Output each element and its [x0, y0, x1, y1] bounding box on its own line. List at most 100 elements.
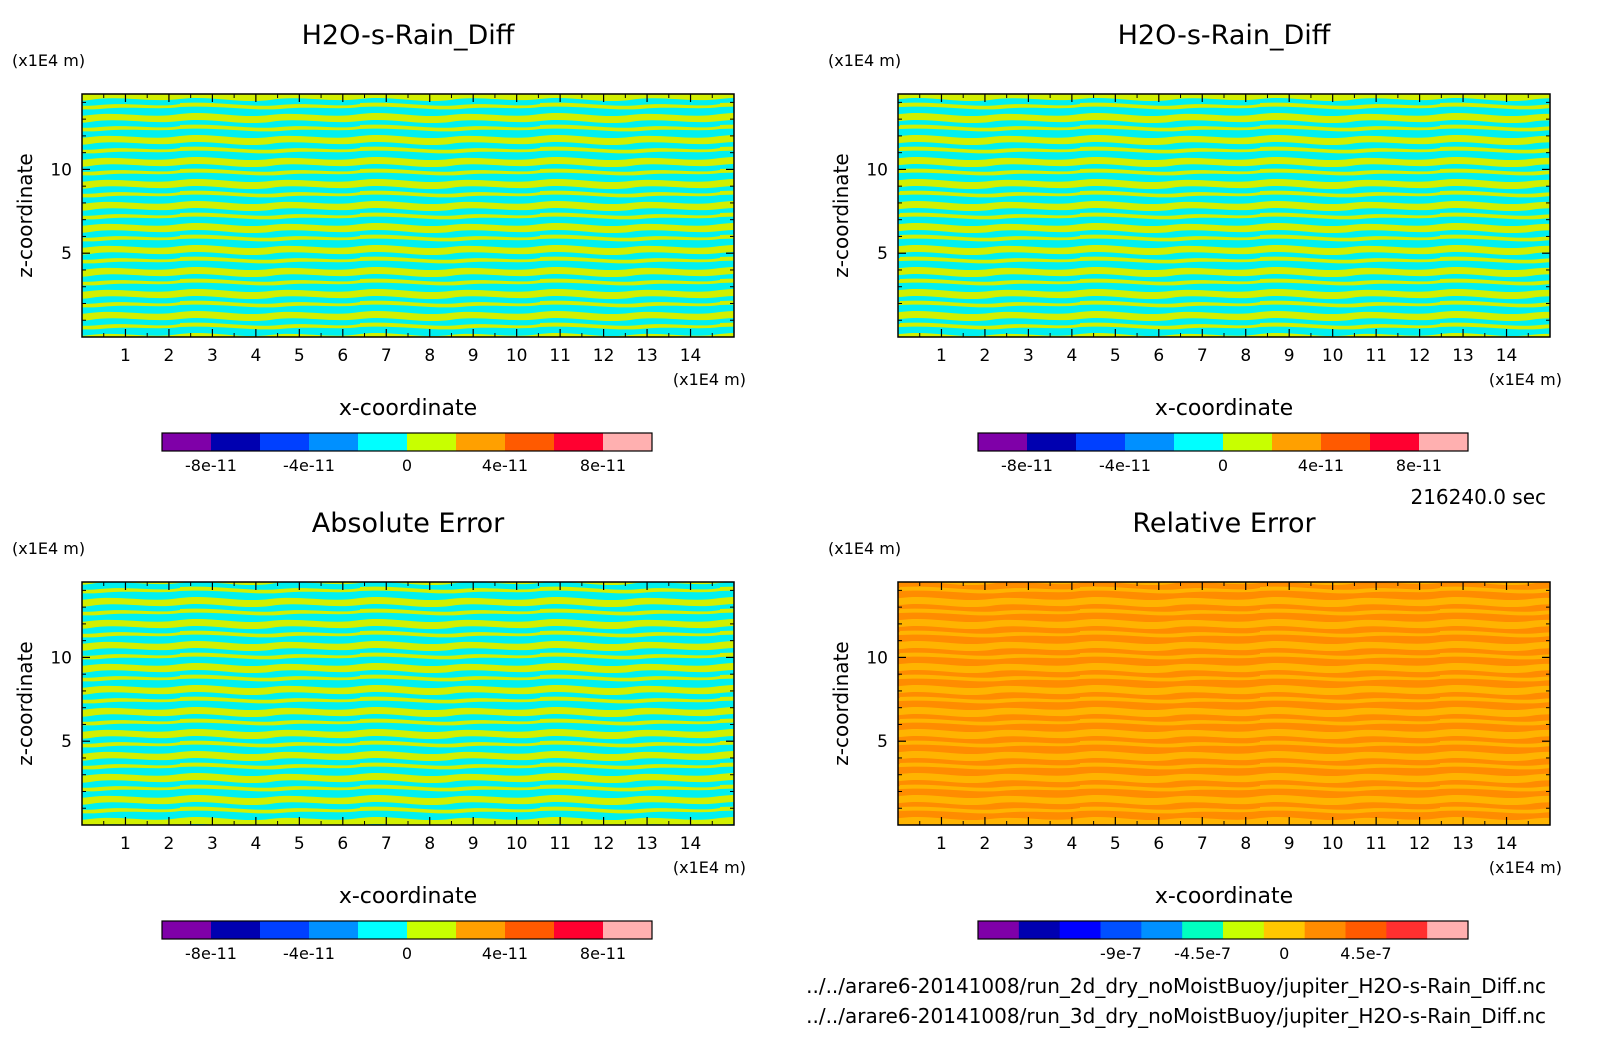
colorbar-tick-label: -4e-11 [283, 944, 335, 963]
colorbar-segment [1223, 921, 1265, 939]
x-tick-label: 7 [1197, 346, 1208, 366]
x-tick-label: 13 [636, 346, 658, 366]
x-tick-label: 1 [120, 346, 131, 366]
colorbar-segment [162, 433, 212, 451]
colorbar-segment [1321, 433, 1371, 451]
x-tick-label: 6 [337, 834, 348, 854]
x-tick-label: 9 [468, 346, 479, 366]
x-tick-label: 8 [424, 834, 435, 854]
x-tick-label: 5 [1110, 346, 1121, 366]
x-tick-label: 2 [980, 346, 991, 366]
colorbar-tick-label: 0 [402, 944, 412, 963]
colorbar-segment [1076, 433, 1126, 451]
x-unit-label: (x1E4 m) [1489, 370, 1562, 389]
x-tick-label: 7 [1197, 834, 1208, 854]
x-tick-label: 6 [1153, 834, 1164, 854]
x-unit-label: (x1E4 m) [1489, 858, 1562, 877]
colorbar-segment [1345, 921, 1387, 939]
x-unit-label: (x1E4 m) [673, 858, 746, 877]
colorbar-segment [456, 921, 506, 939]
colorbar-segment [1427, 921, 1469, 939]
plot-area [81, 93, 735, 338]
colorbar-tick-label: -4e-11 [283, 456, 335, 475]
colorbar-segment [1370, 433, 1420, 451]
colorbar-segment [603, 921, 653, 939]
colorbar-segment [554, 433, 604, 451]
colorbar-segment [456, 433, 506, 451]
x-tick-label: 2 [164, 346, 175, 366]
x-tick-label: 13 [636, 834, 658, 854]
time-label: 216240.0 sec [1410, 485, 1546, 509]
y-tick-label: 5 [61, 732, 72, 752]
colorbar-tick-label: -8e-11 [185, 456, 237, 475]
colorbar-tick-label: 4e-11 [482, 456, 528, 475]
y-axis-label: z-coordinate [829, 641, 853, 765]
colorbar-tick-label: -8e-11 [185, 944, 237, 963]
x-tick-label: 5 [294, 346, 305, 366]
colorbar-segment [978, 433, 1028, 451]
colorbar-tick-label: -4e-11 [1099, 456, 1151, 475]
panel-4: Relative Error(x1E4 m)1 2 3 4 5 6 7 8 9 10 11 12 13 1… [828, 508, 1562, 963]
x-tick-label: 14 [1496, 346, 1518, 366]
x-tick-label: 12 [593, 834, 615, 854]
colorbar-tick-label: -8e-11 [1001, 456, 1053, 475]
colorbar-frame [161, 920, 653, 940]
colorbar-segment [1182, 921, 1224, 939]
colorbar-segment [260, 921, 310, 939]
panel-title: Absolute Error [312, 508, 505, 539]
x-tick-label: 13 [1452, 346, 1474, 366]
x-tick-label: 5 [294, 834, 305, 854]
x-tick-label: 5 [1110, 834, 1121, 854]
y-unit-label: (x1E4 m) [828, 539, 901, 558]
y-unit-label: (x1E4 m) [12, 51, 85, 70]
y-tick-label: 5 [877, 244, 888, 264]
x-tick-label: 4 [250, 346, 261, 366]
colorbar-segment [407, 433, 457, 451]
x-tick-label: 14 [680, 346, 702, 366]
plot-area [81, 581, 735, 826]
colorbar-tick-label: 0 [1279, 944, 1289, 963]
plot-area [897, 93, 1551, 338]
x-tick-label: 10 [506, 346, 528, 366]
x-tick-label: 8 [1240, 834, 1251, 854]
y-tick-label: 5 [877, 732, 888, 752]
x-tick-label: 3 [207, 834, 218, 854]
colorbar-tick-label: -4.5e-7 [1174, 944, 1231, 963]
panel-2: H2O-s-Rain_Diff(x1E4 m)1 2 3 4 5 6 7 8 9 10 11 12 13… [828, 20, 1562, 475]
colorbar-segment [1386, 921, 1428, 939]
colorbar-tick-label: 0 [402, 456, 412, 475]
colorbar-segment [309, 433, 359, 451]
x-tick-label: 1 [936, 834, 947, 854]
x-tick-label: 9 [1284, 834, 1295, 854]
x-tick-label: 3 [207, 346, 218, 366]
colorbar-tick-label: 4e-11 [1298, 456, 1344, 475]
x-tick-label: 11 [1365, 834, 1387, 854]
x-tick-label: 10 [1322, 834, 1344, 854]
colorbar-segment [407, 921, 457, 939]
colorbar-segment [1174, 433, 1224, 451]
colorbar-segment [358, 921, 408, 939]
x-tick-label: 9 [1284, 346, 1295, 366]
x-unit-label: (x1E4 m) [673, 370, 746, 389]
x-tick-label: 4 [1066, 346, 1077, 366]
colorbar-segment [978, 921, 1020, 939]
colorbar-segment [309, 921, 359, 939]
panel-3: Absolute Error(x1E4 m)1 2 3 4 5 6 7 8 9 10 11 12 13 1… [12, 508, 746, 963]
x-axis-label: x-coordinate [1155, 884, 1293, 909]
x-axis-label: x-coordinate [339, 396, 477, 421]
colorbar-tick-label: 8e-11 [580, 944, 626, 963]
x-tick-label: 2 [980, 834, 991, 854]
colorbar-segment [1419, 433, 1469, 451]
colorbar-segment [554, 921, 604, 939]
colorbar-segment [1141, 921, 1183, 939]
x-tick-label: 8 [424, 346, 435, 366]
y-axis-label: z-coordinate [13, 641, 37, 765]
x-axis-label: x-coordinate [339, 884, 477, 909]
x-tick-label: 11 [549, 834, 571, 854]
colorbar-segment [211, 921, 261, 939]
colorbar-segment [1100, 921, 1142, 939]
panel-title: H2O-s-Rain_Diff [1118, 20, 1332, 51]
colorbar-frame [977, 920, 1469, 940]
x-tick-label: 11 [549, 346, 571, 366]
